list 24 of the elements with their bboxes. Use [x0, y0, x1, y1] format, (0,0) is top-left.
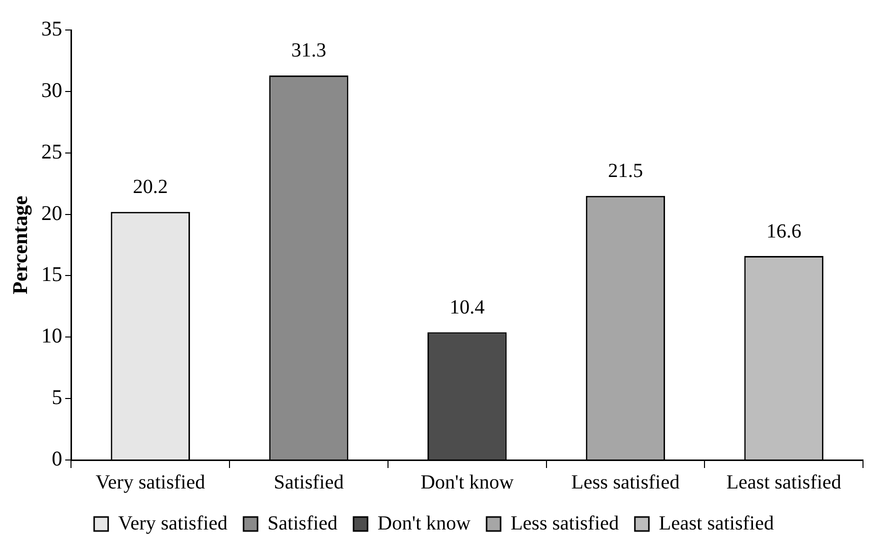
y-tick-label: 10 — [41, 324, 62, 348]
data-label: 31.3 — [291, 40, 326, 62]
y-tick-label: 35 — [41, 16, 62, 41]
data-label: 20.2 — [132, 176, 168, 198]
y-axis-title: Percentage — [8, 196, 32, 294]
y-tick-label: 20 — [41, 200, 62, 225]
x-tick-label: Very satisfied — [96, 471, 206, 494]
data-label: 16.6 — [766, 220, 802, 242]
data-label: 10.4 — [450, 296, 485, 318]
x-tick-label: Less satisfied — [571, 471, 680, 494]
legend-label: Satisfied — [268, 512, 338, 534]
y-tick-label: 0 — [52, 446, 62, 471]
data-label: 21.5 — [608, 160, 643, 182]
legend-label: Least satisfied — [658, 512, 774, 534]
y-tick-label: 5 — [52, 385, 62, 410]
x-tick-label: Don't know — [420, 471, 514, 494]
legend-label: Don't know — [378, 512, 472, 534]
y-tick-label: 30 — [41, 78, 62, 102]
x-tick-label: Least satisfied — [726, 471, 842, 494]
x-tick-label: Satisfied — [274, 471, 344, 494]
legend-label: Very satisfied — [118, 512, 228, 534]
y-tick-label: 25 — [41, 139, 62, 164]
legend-label: Less satisfied — [510, 512, 619, 534]
y-tick-label: 15 — [41, 262, 62, 286]
